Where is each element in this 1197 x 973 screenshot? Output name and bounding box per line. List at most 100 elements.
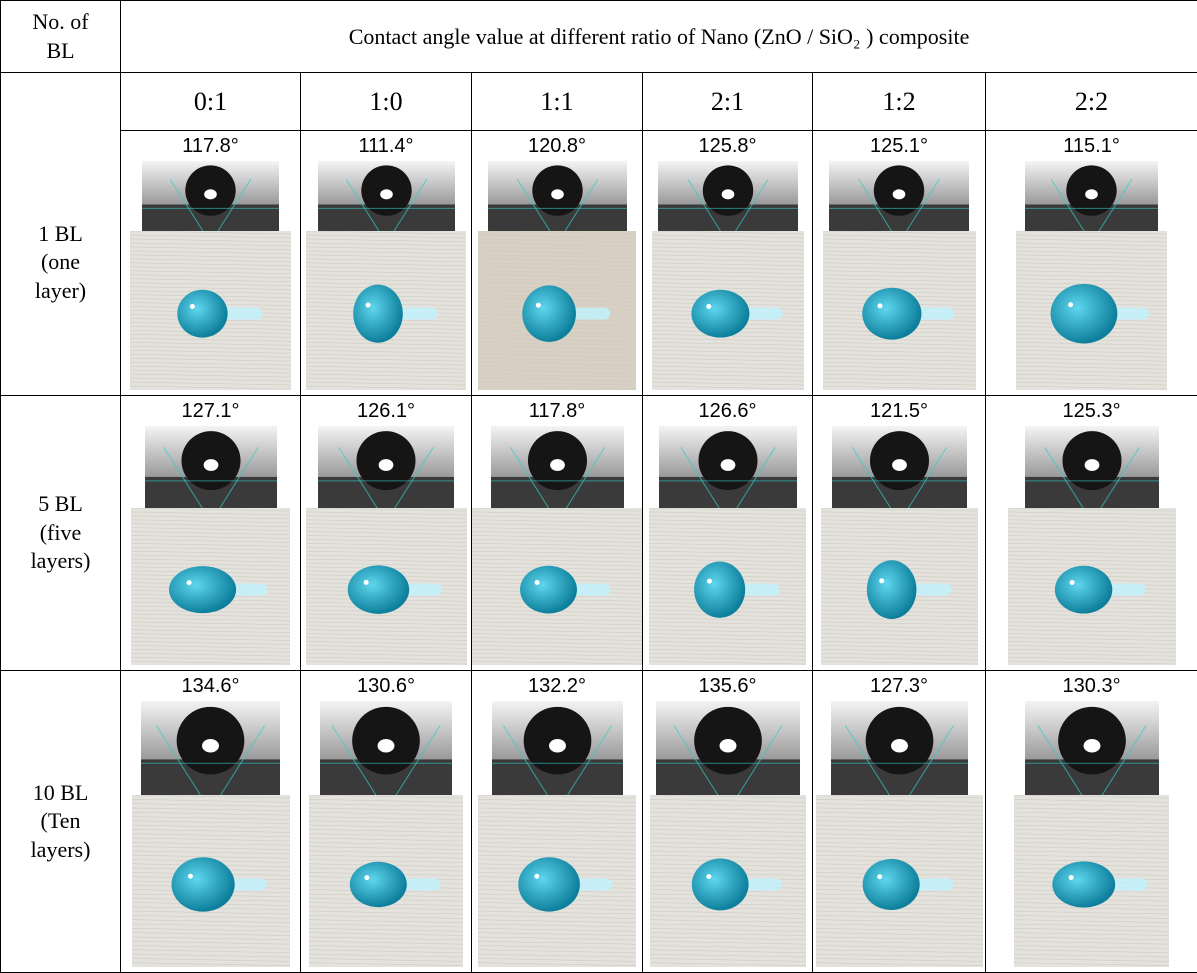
angle-cell: 111.4° (301, 131, 472, 396)
highlight (893, 189, 906, 199)
droplet-photo (821, 508, 978, 665)
droplet-photo (1016, 231, 1167, 390)
reflection (535, 580, 540, 585)
highlight (551, 189, 564, 199)
droplet-photo (1008, 508, 1176, 665)
angle-value: 130.3° (986, 675, 1197, 701)
angle-value: 121.5° (813, 400, 985, 426)
angle-value: 111.4° (301, 135, 471, 161)
droplet-side-view (491, 426, 624, 508)
droplet-side-view (488, 161, 627, 231)
droplet-photo (1014, 795, 1169, 967)
angle-value: 120.8° (472, 135, 642, 161)
droplet-top (353, 285, 403, 343)
reflection (877, 303, 882, 308)
reflection (366, 302, 371, 307)
droplet-photo (306, 508, 467, 665)
ratio-header: 1:1 (472, 73, 643, 131)
reflection (879, 578, 884, 583)
angle-cell: 117.8° (472, 396, 643, 671)
highlight (550, 459, 565, 471)
ratio-header: 2:1 (643, 73, 813, 131)
angle-cell: 121.5° (813, 396, 986, 671)
droplet-photo (652, 231, 804, 390)
ratio-header: 1:0 (301, 73, 472, 131)
droplet-side-view (320, 701, 452, 795)
angle-value: 115.1° (986, 135, 1197, 161)
reflection (187, 580, 192, 585)
highlight (720, 459, 735, 471)
reflection (187, 874, 192, 879)
droplet-photo (816, 795, 983, 967)
droplet-photo (823, 231, 976, 390)
layer-label: 5 BL (five layers) (1, 396, 121, 671)
angle-cell: 132.2° (472, 671, 643, 973)
highlight (378, 739, 395, 753)
droplet-side-view (145, 426, 277, 508)
angle-cell: 125.8° (643, 131, 813, 396)
highlight (892, 459, 907, 471)
angle-value: 125.3° (986, 400, 1197, 426)
reflection (707, 579, 712, 584)
ratio-header: 0:1 (121, 73, 301, 131)
droplet-top (522, 285, 576, 342)
droplet-photo (132, 795, 290, 967)
droplet-top (694, 561, 745, 617)
droplet-top (862, 288, 921, 340)
droplet-top (1052, 861, 1115, 907)
droplet-side-view (658, 161, 798, 231)
reflection (706, 304, 711, 309)
droplet-photo (306, 231, 466, 390)
droplet-photo (130, 231, 291, 390)
angle-value: 125.8° (643, 135, 812, 161)
angle-value: 125.1° (813, 135, 985, 161)
layer-row: 1 BL (one layer)117.8°111.4°120.8°125.8°… (1, 131, 1197, 396)
highlight (721, 189, 734, 199)
layer-row: 10 BL (Ten layers)134.6°130.6°132.2°135.… (1, 671, 1197, 973)
droplet-side-view (492, 701, 623, 795)
reflection (1068, 302, 1073, 307)
droplet-side-view (318, 426, 454, 508)
droplet-photo (649, 508, 806, 665)
highlight (380, 189, 393, 199)
droplet-top (169, 566, 236, 613)
blank-cell (1, 73, 121, 131)
droplet-side-view (656, 701, 800, 795)
droplet-photo (472, 508, 642, 665)
reflection (1069, 580, 1074, 585)
highlight (891, 739, 908, 753)
droplet-photo (478, 795, 636, 967)
ratio-header: 2:2 (986, 73, 1197, 131)
angle-cell: 130.6° (301, 671, 472, 973)
reflection (1069, 875, 1074, 880)
contact-angle-table: No. of BL Contact angle value at differe… (0, 0, 1197, 973)
angle-cell: 115.1° (986, 131, 1197, 396)
droplet-top (520, 566, 577, 614)
reflection (364, 875, 369, 880)
droplet-top (347, 565, 408, 613)
droplet-top (862, 859, 919, 910)
droplet-side-view (829, 161, 969, 231)
layer-label: 1 BL (one layer) (1, 131, 121, 396)
droplet-top (1051, 284, 1118, 344)
highlight (1085, 189, 1098, 199)
angle-cell: 127.1° (121, 396, 301, 671)
droplet-side-view (142, 161, 279, 231)
highlight (549, 739, 566, 753)
page: No. of BL Contact angle value at differe… (0, 0, 1197, 972)
highlight (204, 189, 217, 199)
reflection (534, 874, 539, 879)
ratio-header: 1:2 (813, 73, 986, 131)
angle-value: 134.6° (121, 675, 300, 701)
angle-cell: 126.6° (643, 396, 813, 671)
highlight (202, 739, 219, 753)
angle-cell: 127.3° (813, 671, 986, 973)
droplet-side-view (318, 161, 455, 231)
angle-value: 130.6° (301, 675, 471, 701)
angle-cell: 134.6° (121, 671, 301, 973)
droplet-top (1054, 566, 1111, 614)
angle-cell: 120.8° (472, 131, 643, 396)
droplet-side-view (1025, 161, 1158, 231)
angle-value: 126.1° (301, 400, 471, 426)
